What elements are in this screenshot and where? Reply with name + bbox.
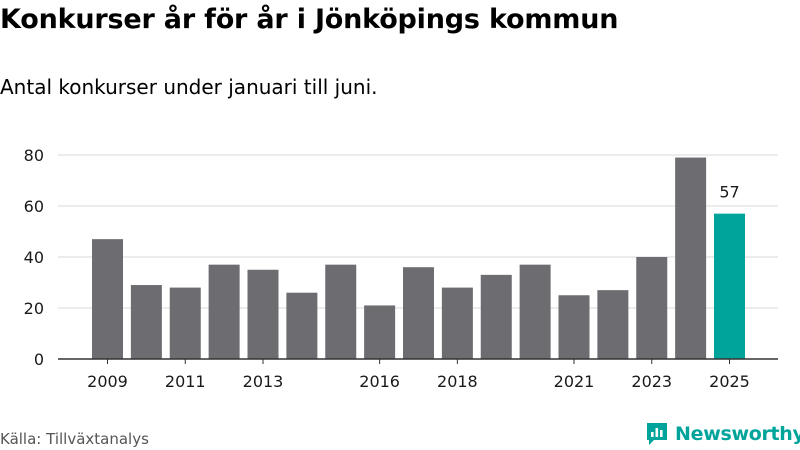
- x-tick-label: 2013: [243, 372, 284, 391]
- y-tick-label: 80: [24, 146, 44, 165]
- bar-2011: [169, 287, 201, 359]
- x-tick-label: 2021: [554, 372, 595, 391]
- x-tick-label: 2018: [437, 372, 478, 391]
- bar-2013: [247, 269, 279, 359]
- bar-2021: [558, 295, 590, 359]
- x-tick-label: 2025: [709, 372, 750, 391]
- chart-title: Konkurser år för år i Jönköpings kommun: [0, 4, 619, 35]
- x-tick-label: 2016: [359, 372, 400, 391]
- brand-name: Newsworthy: [675, 423, 800, 445]
- bar-2019: [480, 274, 512, 359]
- bar-2016: [364, 305, 396, 359]
- bar-2018: [441, 287, 473, 359]
- y-tick-label: 40: [24, 248, 44, 267]
- data-label-2025: 57: [719, 183, 739, 202]
- bar-2010: [130, 285, 162, 359]
- bar-2023: [636, 257, 668, 359]
- source-note: Källa: Tillväxtanalys: [0, 430, 149, 448]
- chart-subtitle: Antal konkurser under januari till juni.: [0, 75, 378, 99]
- bar-2009: [92, 239, 123, 359]
- y-tick-label: 0: [34, 350, 44, 369]
- newsworthy-logo-icon: [647, 423, 667, 445]
- bar-2014: [286, 292, 318, 359]
- y-tick-label: 20: [24, 299, 44, 318]
- bar-2015: [325, 264, 357, 359]
- newsworthy-logo: Newsworthy: [645, 420, 800, 448]
- y-tick-label: 60: [24, 197, 44, 216]
- bar-2012: [208, 264, 240, 359]
- bar-2020: [519, 264, 551, 359]
- x-tick-label: 2023: [631, 372, 672, 391]
- x-tick-label: 2009: [87, 372, 128, 391]
- bar-2024: [675, 157, 707, 359]
- bar-2017: [403, 267, 434, 359]
- bar-2025: [714, 213, 745, 359]
- bar-chart: 0 20 40 60 80 2009 2011 2013 2016 2018 2021 2023 202…: [24, 146, 778, 391]
- x-tick-label: 2011: [165, 372, 206, 391]
- bar-2022: [597, 290, 629, 359]
